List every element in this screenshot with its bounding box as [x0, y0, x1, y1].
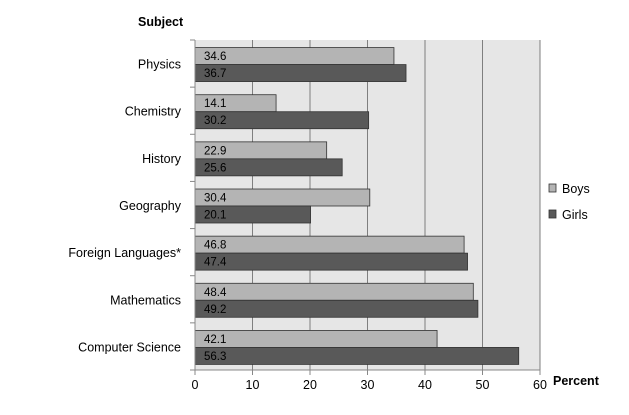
data-label: 30.2 [204, 115, 226, 127]
x-tick-label: 30 [361, 378, 375, 392]
category-label: Geography [119, 199, 182, 213]
bar-boys [194, 235, 465, 254]
bar-boys [194, 282, 474, 301]
x-axis-title: Percent [553, 374, 600, 388]
bars: 34.6 36.7 14.1 30.2 22.9 25.6 30.4 20.1 46.8 47.4… [194, 47, 520, 365]
data-label: 56.3 [204, 351, 226, 363]
y-axis-title: Subject [138, 15, 184, 29]
category-label: Computer Science [78, 340, 181, 354]
legend-label-boys: Boys [562, 182, 590, 196]
data-label: 48.4 [204, 287, 227, 299]
bar-girls [194, 64, 407, 82]
data-label: 22.9 [204, 145, 226, 157]
data-label: 42.1 [204, 334, 226, 346]
legend-label-girls: Girls [562, 208, 588, 222]
category-labels: Physics Chemistry History Geography Foreign … [68, 39, 195, 371]
bar-girls [194, 252, 468, 271]
data-label: 14.1 [204, 98, 226, 110]
data-label: 46.8 [204, 240, 226, 252]
data-label: 20.1 [204, 210, 226, 222]
x-axis-ticks: 0 10 20 30 40 50 60 [192, 370, 547, 392]
x-tick-label: 60 [533, 378, 547, 392]
data-label: 49.2 [204, 304, 226, 316]
x-tick-label: 50 [476, 378, 490, 392]
category-label: Foreign Languages* [68, 246, 181, 260]
x-tick-label: 20 [303, 378, 317, 392]
data-label: 47.4 [204, 257, 227, 269]
category-label: History [142, 152, 182, 166]
data-label: 36.7 [204, 68, 226, 80]
category-label: Physics [138, 58, 181, 72]
data-label: 25.6 [204, 162, 226, 174]
bar-boys [194, 330, 438, 348]
data-label: 30.4 [204, 193, 227, 205]
legend: Boys Girls [548, 182, 590, 222]
x-tick-label: 10 [246, 378, 260, 392]
legend-swatch-girls [548, 209, 557, 219]
category-label: Chemistry [125, 105, 182, 119]
data-label: 34.6 [204, 51, 226, 63]
x-tick-label: 0 [192, 378, 199, 392]
x-tick-label: 40 [418, 378, 432, 392]
bar-girls [194, 299, 479, 318]
legend-swatch-boys [548, 183, 557, 193]
category-label: Mathematics [110, 293, 181, 307]
bar-girls [194, 347, 520, 365]
